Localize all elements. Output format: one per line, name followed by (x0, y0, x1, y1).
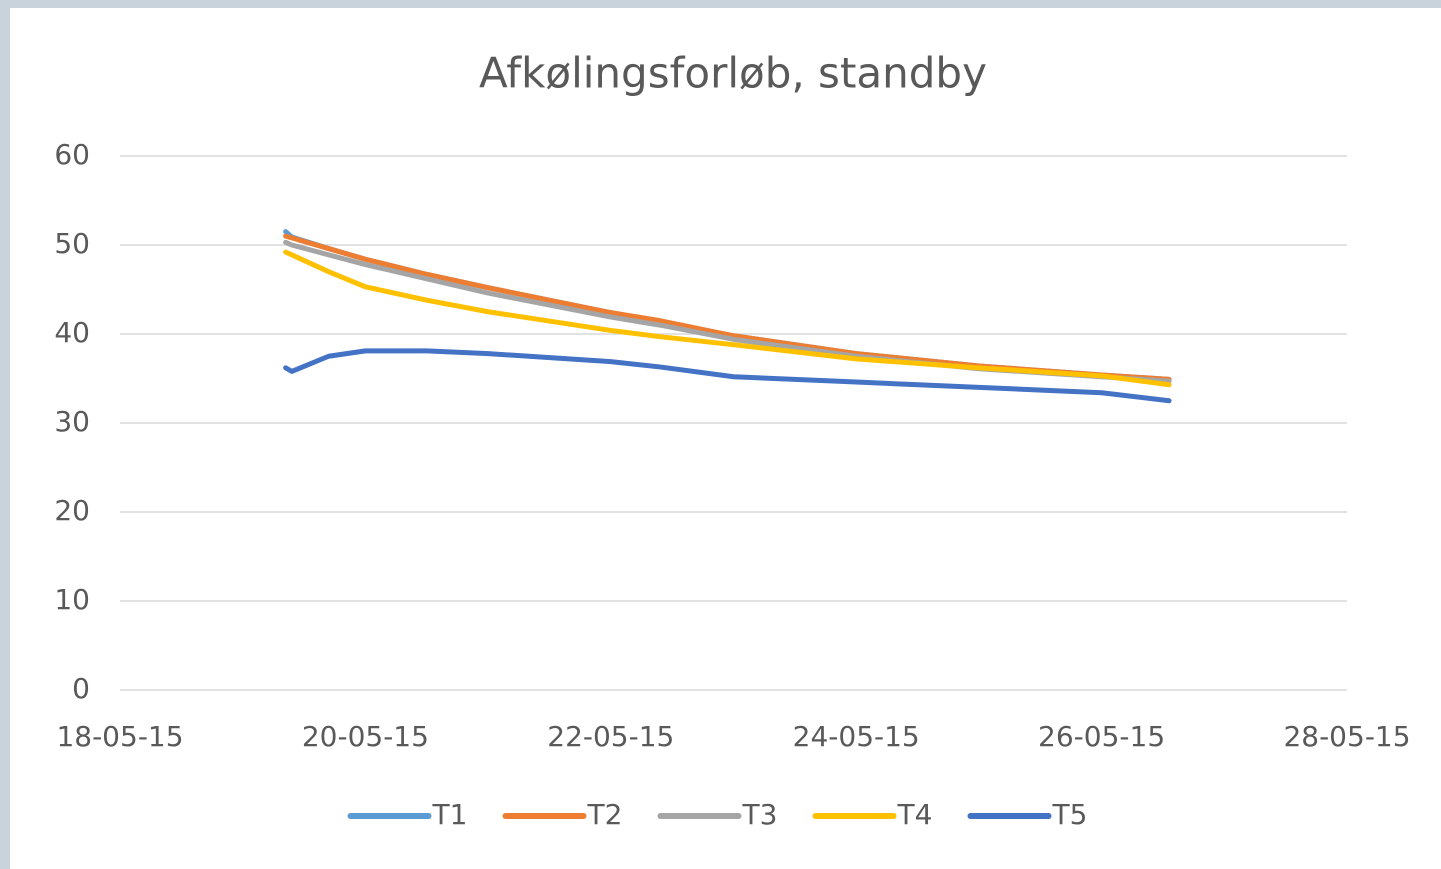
series-line (283, 249, 1172, 388)
x-tick-label: 18-05-15 (56, 720, 183, 753)
y-tick-label: 10 (54, 583, 90, 616)
y-tick-label: 20 (54, 494, 90, 527)
y-tick-label: 30 (54, 405, 90, 438)
legend-label: T5 (1052, 798, 1088, 831)
y-tick-label: 40 (54, 316, 90, 349)
x-tick-label: 20-05-15 (302, 720, 429, 753)
chart-area (10, 8, 1441, 869)
legend-label: T1 (432, 798, 468, 831)
x-tick-label: 26-05-15 (1038, 720, 1165, 753)
legend-label: T3 (742, 798, 778, 831)
legend-label: T2 (587, 798, 623, 831)
x-tick-label: 24-05-15 (793, 720, 920, 753)
x-tick-label: 22-05-15 (547, 720, 674, 753)
chart-title: Afkølingsforløb, standby (479, 49, 987, 98)
series-line (283, 348, 1172, 404)
x-tick-label: 28-05-15 (1283, 720, 1410, 753)
legend-label: T4 (897, 798, 933, 831)
y-tick-label: 50 (54, 227, 90, 260)
y-tick-label: 60 (54, 138, 90, 171)
y-tick-label: 0 (72, 672, 90, 705)
